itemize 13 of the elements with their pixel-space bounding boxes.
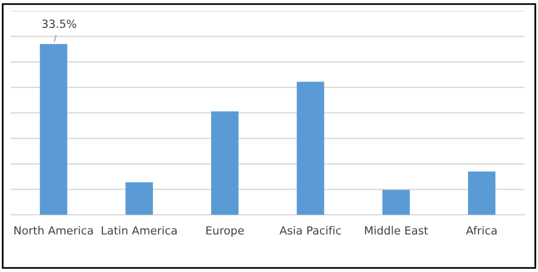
x-tick-label: Asia Pacific xyxy=(279,226,341,235)
x-tick-label: Africa xyxy=(466,226,497,235)
x-tick-label: North America xyxy=(14,226,93,235)
x-tick-label: Europe xyxy=(206,226,244,237)
x-tick-label: Latin America xyxy=(102,226,177,235)
bar xyxy=(126,182,153,215)
bar xyxy=(40,44,68,215)
x-tick-label: Middle East xyxy=(365,226,428,235)
bar xyxy=(468,172,496,215)
bar xyxy=(382,190,410,215)
bar xyxy=(296,82,324,215)
bar xyxy=(211,111,239,215)
data-label: 33.5% xyxy=(42,20,76,28)
